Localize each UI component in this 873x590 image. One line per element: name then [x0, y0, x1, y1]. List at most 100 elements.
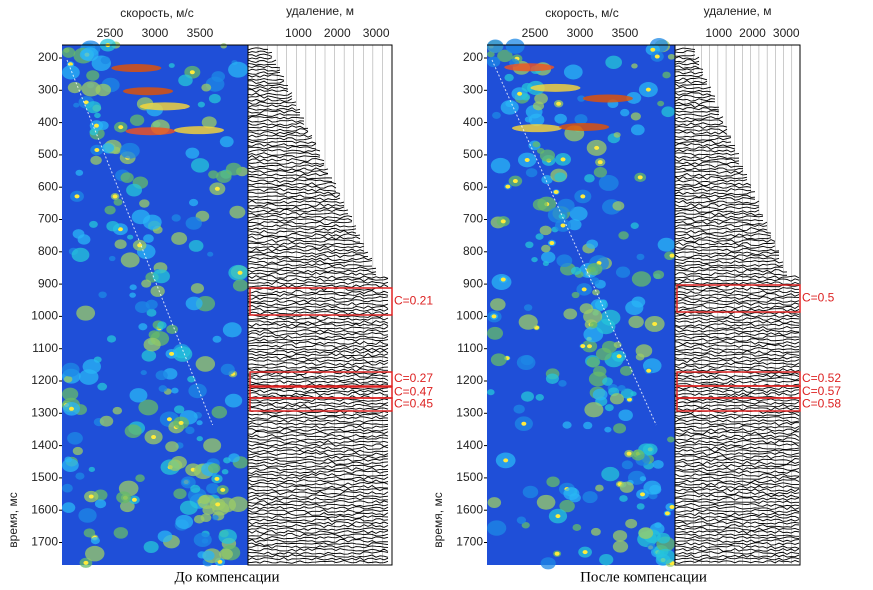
spectrum-blob [490, 157, 511, 174]
seismic-trace [247, 491, 389, 495]
spectrum-blob [656, 532, 671, 544]
offset-tick-label: 3000 [363, 26, 390, 40]
seismic-trace [247, 218, 353, 223]
spectrum-blob [545, 373, 559, 384]
seismic-trace [674, 290, 800, 294]
spectrum-blob [487, 497, 502, 508]
seismic-trace [247, 277, 389, 282]
seismic-trace [247, 515, 389, 519]
seismic-trace [674, 338, 800, 342]
seismic-trace [247, 74, 285, 78]
seismic-trace [674, 467, 800, 471]
spectrum-peak [664, 511, 670, 516]
seismic-trace [674, 506, 800, 510]
spectrum-blob [106, 221, 120, 232]
seismic-trace [674, 54, 696, 57]
spectrum-blob [208, 93, 221, 104]
seismic-trace [674, 377, 800, 381]
seismic-trace [674, 200, 760, 204]
seismic-trace [674, 101, 716, 105]
spectrum-peak [555, 514, 561, 519]
spectrum-blob [94, 499, 107, 509]
seismic-trace [247, 71, 281, 75]
spectrum-blob [61, 458, 79, 472]
correlation-label: C=0.45 [394, 397, 433, 411]
spectrum-blob [62, 502, 76, 513]
seismic-trace [674, 91, 712, 96]
spectrum-blob [631, 63, 638, 69]
seismic-trace [674, 149, 736, 153]
spectrum-blob [652, 270, 665, 280]
time-tick-label: 500 [38, 147, 58, 161]
spectrum-blob [85, 545, 105, 562]
seismic-trace [674, 125, 728, 129]
seismic-trace [247, 560, 389, 564]
seismic-trace [247, 161, 325, 165]
time-tick-label: 1100 [457, 341, 483, 355]
spectrum-blob [142, 214, 162, 230]
spectrum-blob [193, 515, 205, 524]
seismic-trace [247, 437, 389, 441]
seismic-trace [674, 326, 800, 330]
spectrum-blob [617, 384, 626, 392]
seismic-trace [674, 179, 748, 183]
spectrum-blob [155, 370, 168, 381]
seismic-trace [674, 194, 756, 198]
seismic-trace [247, 374, 389, 378]
spectrum-blob [135, 474, 145, 483]
spectrum-blob [631, 449, 645, 461]
seismic-trace [247, 481, 389, 486]
spectrum-blob [525, 241, 534, 249]
spectrum-blob [534, 93, 548, 105]
time-tick-label: 1500 [456, 470, 483, 484]
seismic-trace [674, 71, 704, 75]
spectrum-peak [594, 145, 600, 150]
spectrum-blob [567, 219, 582, 231]
seismic-trace [247, 152, 321, 156]
seismic-trace [247, 53, 273, 57]
spectrum-blob [490, 298, 506, 311]
spectrum-blob [487, 520, 507, 536]
spectrum-blob [635, 344, 653, 358]
seismic-trace [674, 319, 800, 324]
seismic-trace [247, 340, 389, 345]
spectrum-peak [139, 102, 190, 111]
seismic-trace [247, 500, 389, 504]
spectrum-blob [222, 322, 242, 338]
seismic-trace [247, 188, 337, 193]
correlation-label: C=0.47 [394, 385, 433, 399]
seismic-trace [247, 163, 325, 168]
spectrum-blob [631, 296, 646, 308]
spectrum-blob [124, 424, 142, 439]
seismic-trace [247, 461, 389, 465]
seismic-trace [247, 239, 361, 243]
seismic-trace [674, 206, 760, 210]
seismic-trace [674, 335, 800, 339]
seismic-trace [247, 401, 389, 405]
spectrum-blob [78, 508, 97, 523]
seismic-trace [247, 167, 329, 171]
spectrum-blob [195, 356, 216, 372]
spectrum-peak [597, 160, 603, 165]
spectrum-blob [596, 318, 616, 335]
spectrum-blob [158, 385, 168, 393]
spectrum-blob [620, 388, 634, 399]
seismic-trace [247, 95, 293, 99]
seismic-trace [247, 308, 389, 312]
seismic-trace [674, 364, 800, 369]
seismic-trace [247, 296, 389, 300]
time-tick-label: 1200 [31, 373, 58, 387]
spectrum-blob [657, 100, 665, 107]
spectrum-peak [512, 179, 518, 184]
spectrum-blob [521, 82, 534, 92]
seismic-trace [674, 233, 772, 237]
spectrum-blob [180, 476, 196, 489]
seismic-trace [674, 314, 800, 318]
seismic-trace [247, 80, 285, 84]
spectrum-blob [570, 266, 582, 275]
time-tick-label: 300 [38, 82, 58, 96]
spectrum-blob [112, 406, 123, 415]
seismic-trace [247, 485, 389, 489]
correlation-window [249, 371, 393, 387]
seismic-trace [247, 89, 289, 93]
